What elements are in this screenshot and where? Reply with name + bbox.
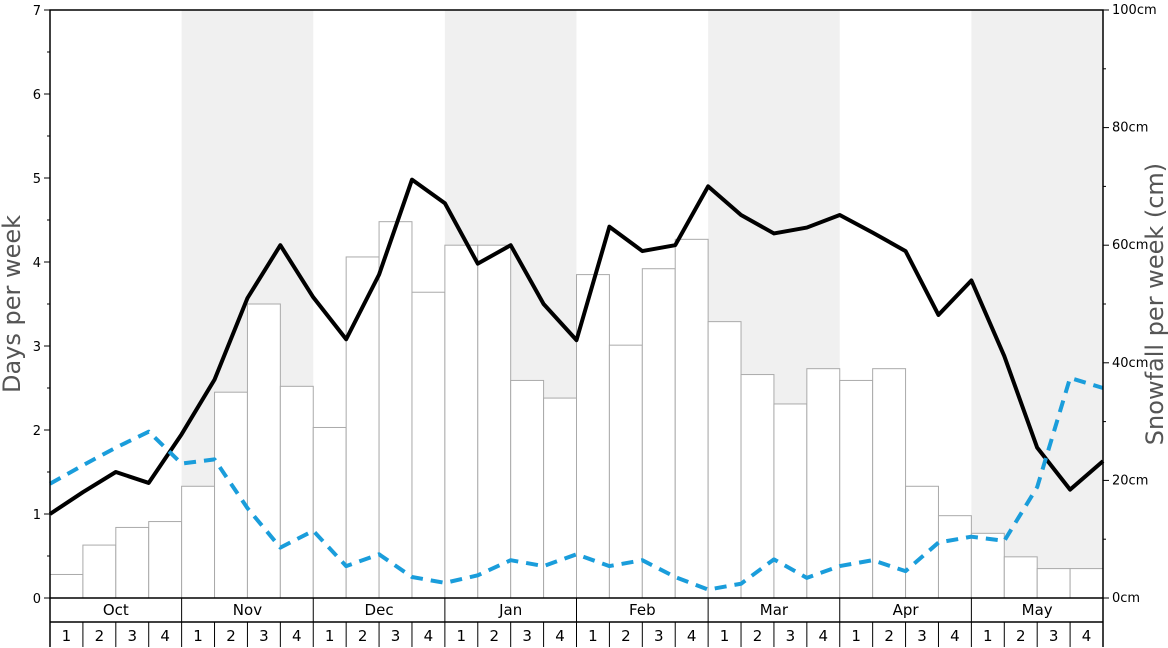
snowfall-bar <box>378 221 413 599</box>
week-label: 2 <box>621 627 631 645</box>
week-label: 3 <box>917 627 927 645</box>
week-label: 2 <box>95 627 105 645</box>
snowfall-bar <box>148 521 183 599</box>
snowfall-bar <box>82 544 117 599</box>
week-label: 1 <box>983 627 993 645</box>
snowfall-bar <box>279 385 314 599</box>
week-label: 1 <box>193 627 203 645</box>
series-lines <box>48 177 1105 592</box>
month-band-may <box>971 10 1103 598</box>
week-label: 1 <box>457 627 467 645</box>
week-label: 4 <box>950 627 960 645</box>
snowfall-bar <box>214 391 248 599</box>
week-label: 1 <box>588 627 598 645</box>
week-label: 1 <box>62 627 72 645</box>
week-label: 4 <box>687 627 697 645</box>
snowfall-bar <box>740 374 775 599</box>
snowfall-bar <box>806 368 841 599</box>
snowfall-bar <box>674 238 709 599</box>
week-label: 3 <box>259 627 269 645</box>
snowfall-bar <box>181 485 216 599</box>
snowfall-bar <box>707 321 742 599</box>
week-label: 2 <box>226 627 236 645</box>
week-label: 3 <box>786 627 796 645</box>
snowfall-bar <box>1069 568 1104 599</box>
snowfall-bar <box>411 291 446 599</box>
snowfall-bar <box>937 515 972 599</box>
right-tick-label: 0cm <box>1112 591 1140 606</box>
axes <box>44 9 1109 647</box>
left-axis-title: Days per week <box>0 215 26 393</box>
week-label: 1 <box>720 627 730 645</box>
month-label-nov: Nov <box>233 601 262 619</box>
snowfall-bar <box>312 426 347 599</box>
snowfall-bar <box>115 526 150 599</box>
dashed-series-line <box>49 375 1104 592</box>
week-label: 2 <box>358 627 368 645</box>
week-label: 2 <box>884 627 894 645</box>
solid-series-line <box>48 177 1105 516</box>
week-label: 3 <box>391 627 401 645</box>
left-tick-label: 2 <box>33 424 41 439</box>
left-tick-label: 3 <box>33 340 41 355</box>
left-tick-label: 6 <box>33 88 41 103</box>
snowfall-bar <box>608 344 643 599</box>
snowfall-bar <box>543 397 577 599</box>
axis-labels: 0 1 2 3 4 5 6 7 0cm 20cm 40cm 60cm 80cm 100cm Oct 1 2 3 4 N… <box>33 3 1157 645</box>
week-label: 3 <box>654 627 664 645</box>
right-tick-label: 80cm <box>1112 121 1148 136</box>
right-tick-label: 20cm <box>1112 473 1148 488</box>
left-tick-label: 4 <box>33 256 41 271</box>
month-label-may: May <box>1022 601 1053 619</box>
week-label: 3 <box>522 627 532 645</box>
week-label: 1 <box>851 627 861 645</box>
week-label: 3 <box>127 627 137 645</box>
month-label-mar: Mar <box>760 601 789 619</box>
week-label: 2 <box>753 627 763 645</box>
left-tick-label: 1 <box>33 508 41 523</box>
week-label: 4 <box>819 627 829 645</box>
snowfall-bar <box>905 485 939 599</box>
snowfall-bar <box>1003 556 1038 599</box>
week-label: 2 <box>1016 627 1026 645</box>
right-tick-label: 40cm <box>1112 356 1148 371</box>
month-label-dec: Dec <box>365 601 394 619</box>
month-label-jan: Jan <box>498 601 522 619</box>
right-tick-label: 60cm <box>1112 238 1148 253</box>
right-axis-title: Snowfall per week (cm) <box>1141 163 1168 445</box>
week-label: 4 <box>292 627 302 645</box>
snowfall-bar <box>444 244 479 599</box>
week-label: 2 <box>489 627 499 645</box>
month-label-apr: Apr <box>893 601 920 619</box>
week-label: 1 <box>325 627 335 645</box>
week-label: 4 <box>424 627 434 645</box>
snowfall-bar <box>970 532 1005 599</box>
left-tick-label: 7 <box>33 4 41 19</box>
week-label: 4 <box>1082 627 1092 645</box>
snowfall-bars <box>49 221 1104 599</box>
left-tick-label: 5 <box>33 172 41 187</box>
snowfall-bar <box>641 268 676 599</box>
snowfall-bar <box>345 256 380 599</box>
month-label-oct: Oct <box>103 601 129 619</box>
month-label-feb: Feb <box>629 601 656 619</box>
right-tick-label: 100cm <box>1112 3 1157 18</box>
left-tick-label: 0 <box>33 592 41 607</box>
snowfall-bar <box>1036 568 1071 599</box>
week-label: 4 <box>160 627 170 645</box>
snowfall-bar <box>246 303 281 599</box>
snowfall-bar <box>477 244 512 599</box>
snowfall-bar <box>510 379 545 599</box>
week-label: 4 <box>555 627 565 645</box>
week-label: 3 <box>1049 627 1059 645</box>
snowfall-bar <box>49 573 84 599</box>
